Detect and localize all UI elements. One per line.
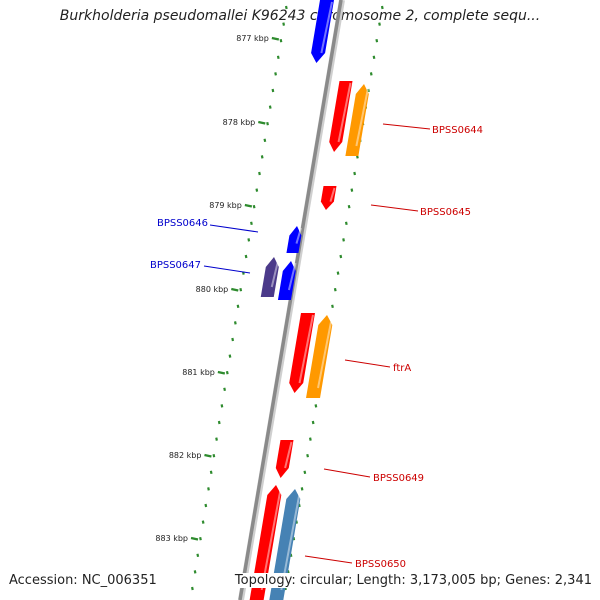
tick-label: 879 kbp [209,201,242,210]
gene-arrow-bpss0644-b [345,84,370,156]
gene-arrow-bpss0649 [275,440,294,478]
gene-label-text: BPSS0649 [373,473,424,484]
accession-label: Accession: NC_006351 [9,573,157,588]
gene-label-text: BPSS0646 [157,218,208,229]
tick-label: 882 kbp [169,451,202,460]
gene-label-bpss0644[interactable]: BPSS0644 [382,123,483,136]
gene-label-bpss0649[interactable]: BPSS0649 [323,468,424,484]
gene-arrow-ftra-b [306,315,333,398]
gene-label-ftra[interactable]: ftrA [344,359,411,374]
gene-label-text: BPSS0645 [420,207,471,218]
gene-arrow-bpss0645 [320,186,337,210]
tick-mark [244,203,253,208]
gene-label-bpss0647[interactable]: BPSS0647 [150,260,251,274]
gene-label-bpss0646[interactable]: BPSS0646 [157,218,259,233]
map-title: Burkholderia pseudomallei K96243 chromos… [59,8,541,24]
tick-mark [204,453,212,458]
gene-label-bpss0650[interactable]: BPSS0650 [304,555,406,570]
gene-arrow-bpss0646 [286,226,302,253]
gene-label-text: BPSS0650 [355,559,406,570]
tick-label: 877 kbp [236,34,269,43]
gene-label-text: ftrA [393,363,411,374]
gene-arrow-bpss0650 [249,485,282,600]
gene-label-text: BPSS0647 [150,260,201,271]
tick-label: 878 kbp [223,118,256,127]
gene-arrow-ftra-a [289,313,315,393]
gene-arrow-bpss0647-a [277,261,297,300]
tick-mark [258,120,266,125]
tick-mark [217,370,226,375]
gene-block-blue-top [311,0,334,63]
gene-label-bpss0645[interactable]: BPSS0645 [370,204,471,218]
inner-guide-dots [191,5,288,591]
topology-label: Topology: circular; Length: 3,173,005 bp… [230,573,592,588]
tick-mark [231,287,239,292]
tick-label: 881 kbp [182,368,215,377]
gene-block-bpss0647-b [260,257,280,297]
tick-mark [190,536,199,541]
tick-mark [271,36,280,41]
gene-arrow-bpss0644-a [329,81,353,152]
tick-label: 883 kbp [155,534,188,543]
tick-label: 880 kbp [196,285,229,294]
gene-label-text: BPSS0644 [432,125,483,136]
